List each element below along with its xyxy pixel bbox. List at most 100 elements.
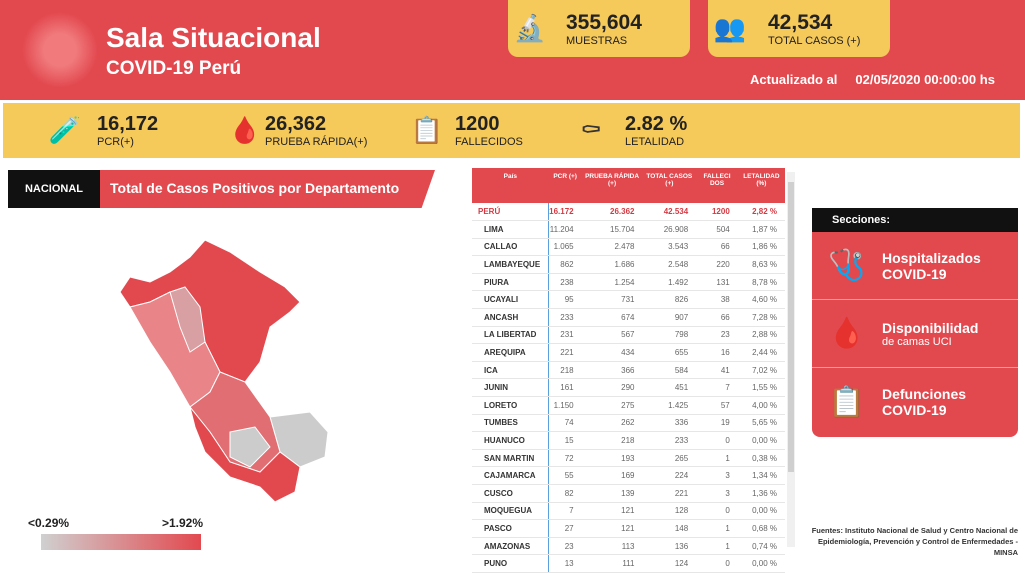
table-row[interactable]: PASCO 27 121 148 1 0,68 % xyxy=(472,519,785,538)
section-subtitle: COVID-19 xyxy=(882,265,947,282)
table-row[interactable]: LIMA 11.204 15.704 26.908 504 1,87 % xyxy=(472,220,785,239)
table-row[interactable]: ANCASH 233 674 907 66 7,28 % xyxy=(472,308,785,327)
table-cell: 221 xyxy=(548,343,582,362)
table-cell: 66 xyxy=(696,308,738,327)
table-row[interactable]: AREQUIPA 221 434 655 16 2,44 % xyxy=(472,343,785,362)
table-scrollbar[interactable] xyxy=(787,172,795,547)
card-label: TOTAL CASOS (+) xyxy=(768,34,861,47)
kpi-bar: 🧪 16,172 PCR(+) 🩸 26,362 PRUEBA RÁPIDA(+) 📋 1… xyxy=(3,103,1020,158)
scrollbar-thumb[interactable] xyxy=(788,182,794,472)
table-cell: 121 xyxy=(581,519,643,538)
table-cell: 111 xyxy=(581,554,643,573)
table-cell: JUNIN xyxy=(472,378,550,398)
legend-min: <0.29% xyxy=(28,516,70,530)
table-cell: ANCASH xyxy=(472,308,550,327)
column-header[interactable]: País xyxy=(472,168,549,203)
kpi-value: 16,172 xyxy=(97,113,159,135)
table-row[interactable]: JUNIN 161 290 451 7 1,55 % xyxy=(472,378,785,398)
table-row[interactable]: LA LIBERTAD 231 567 798 23 2,88 % xyxy=(472,326,785,345)
table-cell: 15 xyxy=(548,431,582,450)
table-row[interactable]: PERÚ 16.172 26.362 42.534 1200 2,82 % xyxy=(472,203,785,222)
table-cell: 224 xyxy=(642,466,697,485)
table-cell: 16.172 xyxy=(548,203,582,222)
table-cell: 2,44 % xyxy=(737,343,785,362)
table-row[interactable]: PUNO 13 111 124 0 0,00 % xyxy=(472,554,785,573)
table-cell: 0,00 % xyxy=(737,554,785,573)
table-cell: 4,00 % xyxy=(737,396,785,415)
kpi-letalidad: ⚰ 2.82 % LETALIDAD xyxy=(571,103,687,158)
table-cell: 5,65 % xyxy=(737,414,785,433)
table-row[interactable]: LORETO 1.150 275 1.425 57 4,00 % xyxy=(472,396,785,415)
table-row[interactable]: LAMBAYEQUE 862 1.686 2.548 220 8,63 % xyxy=(472,255,785,274)
table-cell: 798 xyxy=(642,326,697,345)
table-cell: 265 xyxy=(642,449,697,468)
table-cell: 1.686 xyxy=(581,255,643,274)
column-header[interactable]: PCR (+) xyxy=(548,168,582,203)
table-cell: LA LIBERTAD xyxy=(472,326,550,345)
virus-logo-icon xyxy=(22,12,98,88)
table-cell: ICA xyxy=(472,361,550,380)
people-icon: 👥 xyxy=(713,13,747,43)
updated-label: Actualizado al xyxy=(750,72,838,87)
table-cell: PASCO xyxy=(472,519,550,538)
table-cell: 41 xyxy=(696,361,738,380)
table-cell: 19 xyxy=(696,414,738,433)
table-row[interactable]: ICA 218 366 584 41 7,02 % xyxy=(472,361,785,380)
tab-nacional[interactable]: NACIONAL xyxy=(8,170,100,208)
table-cell: 3 xyxy=(696,466,738,485)
section-defunciones[interactable]: 📋 Defunciones COVID-19 xyxy=(812,368,1018,436)
table-row[interactable]: MOQUEGUA 7 121 128 0 0,00 % xyxy=(472,502,785,521)
section-subtitle: COVID-19 xyxy=(882,402,947,418)
table-row[interactable]: CAJAMARCA 55 169 224 3 1,34 % xyxy=(472,466,785,485)
table-row[interactable]: UCAYALI 95 731 826 38 4,60 % xyxy=(472,290,785,310)
table-cell: 113 xyxy=(581,537,643,556)
table-cell: 1 xyxy=(696,537,738,556)
section-camas-uci[interactable]: 🩸 Disponibilidad de camas UCI xyxy=(812,300,1018,368)
table-row[interactable]: HUANUCO 15 218 233 0 0,00 % xyxy=(472,431,785,450)
table-row[interactable]: PIURA 238 1.254 1.492 131 8,78 % xyxy=(472,273,785,292)
section-title: Hospitalizados xyxy=(882,249,981,266)
column-header[interactable]: TOTAL CASOS (+) xyxy=(642,168,697,203)
table-cell: 275 xyxy=(581,396,643,415)
table-cell: 290 xyxy=(581,378,643,398)
column-header[interactable]: LETALIDAD (%) xyxy=(737,168,785,203)
microscope-icon: 🔬 xyxy=(513,13,547,43)
table-cell: 16 xyxy=(696,343,738,362)
peru-map[interactable] xyxy=(110,232,340,507)
table-cell: CAJAMARCA xyxy=(472,466,550,485)
iv-bag-icon: 🩸 xyxy=(228,115,262,145)
kpi-pcr: 🧪 16,172 PCR(+) xyxy=(45,103,158,158)
table-row[interactable]: CUSCO 82 139 221 3 1,36 % xyxy=(472,484,785,503)
table-cell: 674 xyxy=(581,308,643,327)
table-row[interactable]: AMAZONAS 23 113 136 1 0,74 % xyxy=(472,537,785,556)
map-south-cusco[interactable] xyxy=(229,426,271,468)
table-cell: 139 xyxy=(581,484,643,503)
column-header[interactable]: PRUEBA RÁPIDA (+) xyxy=(581,168,643,203)
table-cell: HUANUCO xyxy=(472,431,550,450)
table-cell: 233 xyxy=(548,308,582,327)
table-cell: 336 xyxy=(642,414,697,433)
table-cell: 42.534 xyxy=(642,203,697,222)
card-value: 355,604 xyxy=(566,10,642,34)
table-cell: 1.150 xyxy=(548,396,582,415)
page-subtitle: COVID-19 Perú xyxy=(106,58,242,79)
column-header[interactable]: FALLECI DOS xyxy=(696,168,738,203)
kpi-value: 2.82 % xyxy=(625,113,688,135)
table-cell: 131 xyxy=(696,273,738,292)
table-cell: 0 xyxy=(696,554,738,573)
table-cell: 218 xyxy=(548,361,582,380)
table-cell: 2,82 % xyxy=(737,203,785,222)
legend-max: >1.92% xyxy=(161,516,203,530)
table-cell: 8,78 % xyxy=(737,273,785,292)
section-hospitalizados[interactable]: 🩺 Hospitalizados COVID-19 xyxy=(812,232,1018,300)
table-cell: 193 xyxy=(581,449,643,468)
table-cell: 72 xyxy=(548,449,582,468)
table-row[interactable]: TUMBES 74 262 336 19 5,65 % xyxy=(472,414,785,433)
table-row[interactable]: CALLAO 1.065 2.478 3.543 66 1,86 % xyxy=(472,238,785,257)
table-row[interactable]: SAN MARTIN 72 193 265 1 0,38 % xyxy=(472,449,785,468)
map-title: Total de Casos Positivos por Departament… xyxy=(100,170,435,208)
table-cell: AMAZONAS xyxy=(472,537,550,556)
table-cell: 826 xyxy=(642,290,697,310)
map-south-coast[interactable] xyxy=(189,406,301,503)
map-center[interactable] xyxy=(169,286,206,353)
